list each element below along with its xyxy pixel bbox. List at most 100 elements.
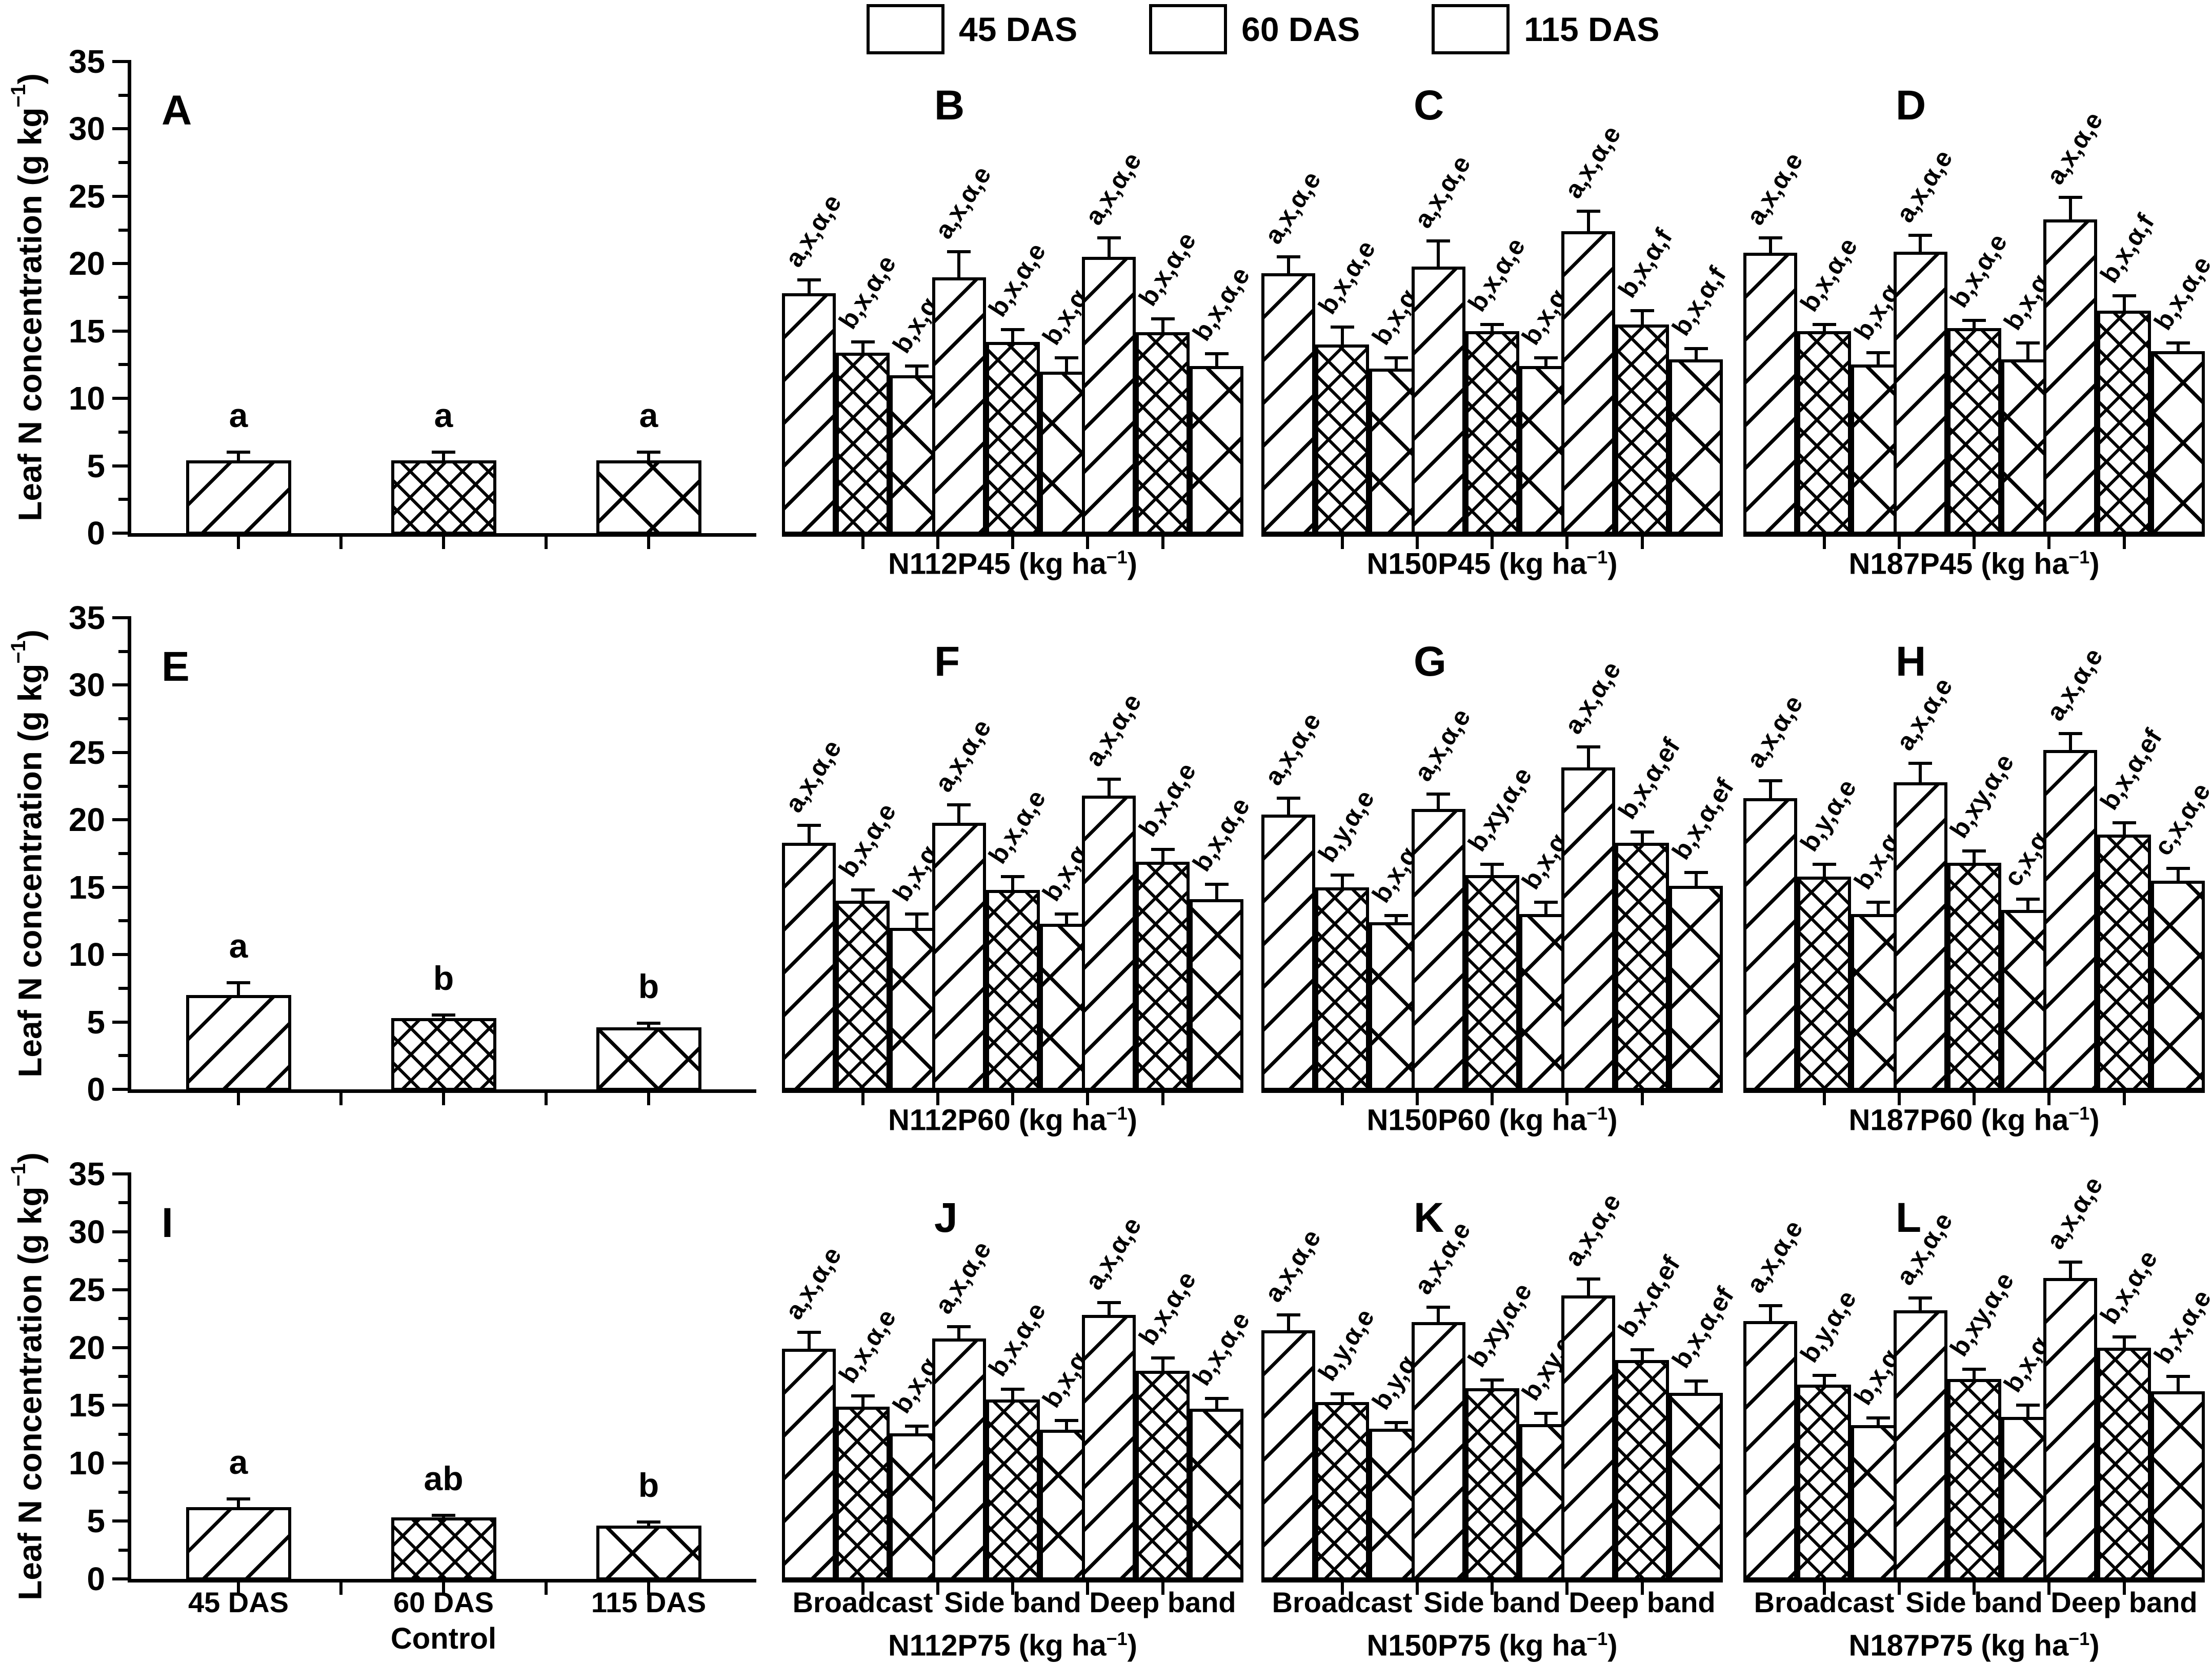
x-axis-tick — [647, 1582, 650, 1595]
x-axis-tick — [1973, 537, 1976, 549]
x-axis-label: N112P60 (kg ha−1) — [888, 1103, 1137, 1137]
bar-annotation: b,x,α,ef — [1612, 733, 1685, 824]
y-axis-title-box: Leaf N concentration (g kg−1) — [5, 1152, 51, 1600]
y-axis-tick-label: 0 — [87, 1071, 105, 1108]
y-axis-tick-label: 25 — [68, 177, 105, 215]
error-bar-line — [2176, 343, 2180, 352]
x-axis-tick — [1491, 1582, 1494, 1595]
x-axis-tick — [936, 1093, 939, 1105]
error-bar-cap — [1204, 1396, 1229, 1400]
bar — [1615, 1360, 1669, 1580]
error-bar-line — [1544, 358, 1547, 367]
error-bar-cap — [1812, 1373, 1836, 1377]
y-axis-minor-tick — [118, 1259, 128, 1263]
y-axis-tick-label: 15 — [68, 868, 105, 906]
error-bar-cap — [1384, 356, 1408, 360]
error-bar-cap — [1097, 1301, 1121, 1304]
bar — [2151, 1391, 2205, 1580]
error-bar-line — [1161, 319, 1164, 333]
bar — [391, 1517, 496, 1580]
error-bar-line — [861, 1396, 864, 1407]
error-bar-line — [1437, 794, 1440, 809]
error-bar-cap — [1330, 325, 1354, 329]
error-bar-cap — [1001, 328, 1024, 332]
bar — [986, 341, 1040, 535]
error-bar-line — [237, 1499, 240, 1508]
bar-annotation: b,x,α,e — [833, 250, 901, 334]
bar — [932, 277, 986, 535]
error-bar-cap — [1812, 322, 1836, 326]
y-axis-minor-tick — [118, 1317, 128, 1321]
y-axis-major-tick — [112, 1519, 128, 1523]
x-axis-tick-label: Side band — [944, 1586, 1081, 1618]
bar-annotation: a,x,α,e — [2040, 1171, 2108, 1254]
y-axis-minor-tick — [118, 986, 128, 990]
error-bar-line — [1822, 864, 1826, 877]
panel-letter: I — [162, 1200, 173, 1246]
error-bar-cap — [2016, 898, 2040, 901]
bar — [932, 822, 986, 1091]
x-axis-label: N150P75 (kg ha−1) — [1366, 1628, 1618, 1662]
bar — [782, 293, 836, 535]
x-axis-tick — [545, 1582, 548, 1595]
bar — [2151, 351, 2205, 535]
bar — [1261, 1330, 1315, 1580]
significance-letter: a — [434, 396, 453, 435]
error-bar-cap — [1534, 900, 1558, 904]
error-bar-line — [647, 1023, 650, 1028]
error-bar-cap — [2166, 1375, 2190, 1378]
bar-annotation: a,x,α,e — [929, 714, 997, 797]
bar — [836, 352, 890, 535]
bar-annotation: a,x,α,e — [1258, 707, 1326, 790]
error-bar-line — [1107, 1302, 1111, 1315]
y-axis-major-tick — [112, 1577, 128, 1580]
bar-annotation: a,x,α,e — [1079, 147, 1147, 230]
error-bar-line — [1919, 235, 1922, 252]
legend-label: 115 DAS — [1524, 10, 1660, 48]
error-bar-cap — [1055, 1418, 1078, 1422]
panel-letter: C — [1414, 82, 1444, 129]
bar-annotation: b,x,α,e — [833, 1304, 901, 1388]
x-axis-tick — [339, 1582, 343, 1595]
x-axis-tick — [1491, 537, 1494, 549]
x-axis-tick — [1491, 1093, 1494, 1105]
bar — [1743, 1321, 1797, 1580]
bar-annotation: a,x,α,e — [1558, 656, 1626, 739]
bar — [1315, 887, 1369, 1091]
error-bar-cap — [1684, 1379, 1708, 1383]
x-axis-line — [1261, 1579, 1723, 1582]
error-bar-cap — [1962, 318, 1986, 322]
y-axis-title: Leaf N concentration (g kg−1) — [7, 630, 49, 1078]
bar-annotation: b,x,α,ef — [1666, 1282, 1739, 1373]
error-bar-cap — [947, 1325, 971, 1328]
bar-annotation: a,x,α,e — [1258, 1224, 1326, 1307]
y-axis-tick-label: 30 — [68, 1213, 105, 1250]
error-bar-line — [807, 825, 811, 843]
legend-swatch-60-das — [1149, 4, 1228, 54]
bar — [836, 1406, 890, 1580]
bar-annotation: a,x,α,e — [1740, 147, 1808, 230]
y-axis-major-tick — [112, 194, 128, 198]
error-bar-line — [1340, 875, 1344, 887]
bar-annotation: a,x,α,e — [1558, 120, 1626, 204]
y-axis-minor-tick — [118, 1548, 128, 1552]
y-axis-tick-label: 0 — [87, 1560, 105, 1597]
error-bar-cap — [2058, 196, 2082, 199]
bar-annotation: b,x,α,e — [982, 1297, 1052, 1382]
error-bar-line — [237, 983, 240, 995]
error-bar-line — [861, 341, 864, 353]
y-axis-tick-label: 10 — [68, 380, 105, 417]
y-axis-minor-tick — [118, 650, 128, 653]
error-bar-line — [1161, 849, 1164, 862]
error-bar-cap — [1055, 912, 1078, 916]
error-bar-cap — [904, 912, 929, 916]
bar — [1190, 366, 1243, 535]
error-bar-cap — [851, 1394, 875, 1398]
x-axis-tick — [1086, 1582, 1090, 1595]
bar-annotation: a,x,α,e — [779, 1242, 847, 1325]
panel-letter: J — [934, 1194, 958, 1241]
bar — [1893, 251, 1947, 535]
bar — [932, 1338, 986, 1580]
x-axis-tick — [237, 1093, 240, 1105]
panel-letter: A — [162, 87, 192, 134]
